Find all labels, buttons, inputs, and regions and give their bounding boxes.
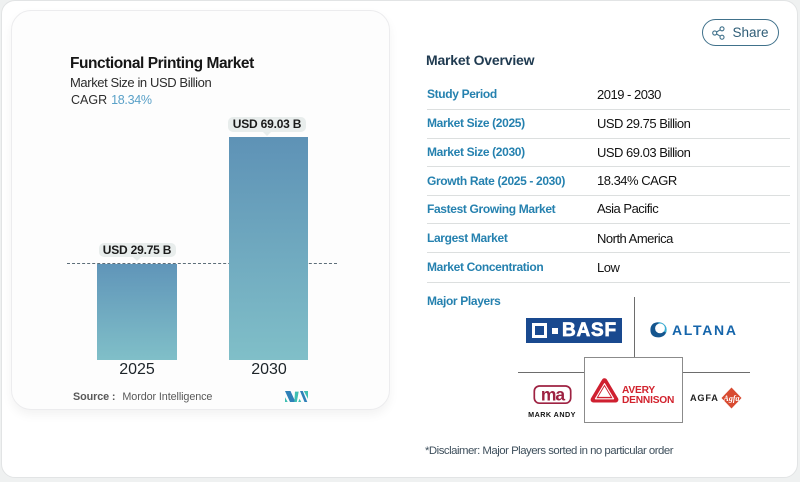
svg-text:Agfa: Agfa [722,394,739,403]
svg-text:ma: ma [541,385,566,405]
